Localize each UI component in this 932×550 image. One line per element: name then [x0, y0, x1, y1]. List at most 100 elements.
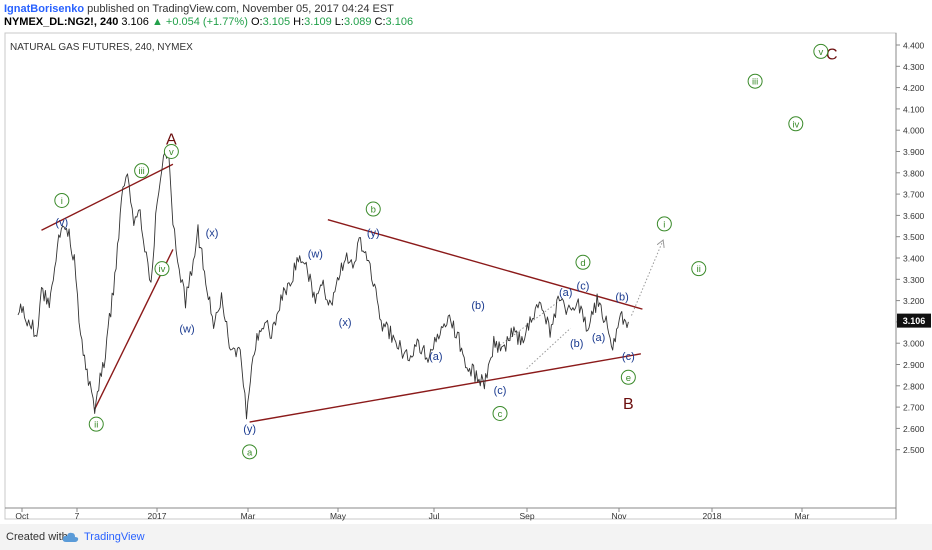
- wave-label-sub: (b): [471, 300, 484, 312]
- y-tick-label: 2.600: [903, 424, 925, 434]
- chart-background: [0, 30, 932, 524]
- wave-label-minor: b: [371, 205, 376, 216]
- current-price-label: 3.106: [903, 316, 926, 326]
- x-tick-label: Mar: [795, 511, 810, 521]
- open-value: 3.105: [262, 16, 291, 28]
- wave-label-minor: i: [663, 219, 665, 230]
- high-value: 3.109: [304, 16, 332, 28]
- wave-label-major: C: [826, 47, 838, 64]
- wave-label-minor: iii: [752, 77, 758, 88]
- y-tick-label: 2.500: [903, 445, 925, 455]
- wave-label-sub: (w): [179, 323, 194, 335]
- y-tick-label: 4.100: [903, 104, 925, 114]
- current-price-tag: [897, 313, 931, 328]
- wave-label-sub: (a): [592, 332, 605, 344]
- x-tick-label: 7: [75, 511, 80, 521]
- wave-label-ring: [134, 163, 150, 179]
- publication-header: IgnatBorisenko published on TradingView.…: [0, 0, 932, 30]
- price-series-layer: [17, 145, 629, 420]
- wave-label-minor: v: [818, 47, 823, 58]
- wave-label-sub: (y): [243, 423, 256, 435]
- y-tick-label: 3.300: [903, 275, 925, 285]
- wave-label-ring: [575, 254, 591, 270]
- wave-label-sub: (b): [570, 338, 583, 350]
- y-tick-label: 2.900: [903, 360, 925, 370]
- wave-label-sub: (x): [206, 227, 219, 239]
- wave-label-ring: [492, 405, 508, 421]
- projection-path: [526, 327, 571, 370]
- tradingview-brand-link[interactable]: TradingView: [84, 531, 145, 543]
- symbol-quote-line: NYMEX_DL:NG2!, 240 3.106 ▲ +0.054 (+1.77…: [4, 16, 413, 28]
- x-tick-label: May: [330, 511, 347, 521]
- publication-line: IgnatBorisenko published on TradingView.…: [4, 3, 394, 15]
- y-tick-label: 3.700: [903, 190, 925, 200]
- cloud-logo-icon: [62, 532, 79, 542]
- price-change: +0.054 (+1.77%): [165, 16, 248, 28]
- last-price: 3.106: [121, 16, 149, 28]
- y-tick-label: 2.800: [903, 381, 925, 391]
- y-tick-label: 2.700: [903, 403, 925, 413]
- x-tick-label: Sep: [519, 511, 534, 521]
- projection-arrow: [631, 241, 662, 316]
- wave-label-sub: (b): [615, 291, 628, 303]
- created-with-text: Created with: [6, 531, 68, 543]
- price-chart[interactable]: NATURAL GAS FUTURES, 240, NYMEX 4.400 4.3…: [0, 30, 932, 524]
- wave-label-ring: [54, 192, 70, 208]
- price-line: [17, 145, 629, 420]
- y-tick-label: 4.200: [903, 83, 925, 93]
- wave-label-ring: [365, 201, 381, 217]
- wave-label-ring: [242, 444, 258, 460]
- wave-label-minor: e: [626, 373, 631, 384]
- close-value: 3.106: [385, 16, 414, 28]
- wave-label-layer: ABCiiiiiiivv(v)(x)(w)(y)a(w)(x)(y)b(a)(b…: [54, 43, 838, 460]
- wave-label-ring: [813, 43, 829, 59]
- footer-bar: Created with TradingView: [0, 524, 932, 550]
- high-label: H:: [293, 16, 305, 28]
- wave-label-sub: (c): [494, 385, 507, 397]
- wave-label-ring: [154, 261, 170, 277]
- wave-label-ring: [88, 416, 104, 432]
- open-label: O:: [250, 16, 263, 28]
- wave-label-minor: iv: [159, 264, 166, 275]
- wave-label-minor: c: [498, 409, 503, 420]
- wave-label-ring: [656, 216, 672, 232]
- low-value: 3.089: [343, 16, 372, 28]
- wave-label-minor: ii: [697, 264, 701, 275]
- wave-label-sub: (a): [429, 351, 442, 363]
- time-axis[interactable]: Oct 7 2017 Mar May Jul Sep Nov 2018 Mar: [15, 508, 809, 521]
- wave-label-ring: [620, 369, 636, 385]
- trendline: [249, 353, 641, 423]
- trendline: [94, 249, 174, 410]
- wave-label-sub: (w): [308, 249, 323, 261]
- wave-label-sub: (a): [559, 287, 572, 299]
- wave-label-minor: d: [580, 258, 585, 269]
- symbol-label: NYMEX_DL:NG2!, 240: [4, 16, 119, 28]
- wave-label-minor: i: [61, 196, 63, 207]
- x-tick-label: Nov: [611, 511, 627, 521]
- trendline-layer: [41, 163, 643, 423]
- low-label: L:: [334, 16, 344, 28]
- wave-label-minor: v: [169, 147, 174, 158]
- wave-label-ring: [691, 261, 707, 277]
- wave-label-major: B: [623, 396, 634, 413]
- y-tick-label: 3.000: [903, 339, 925, 349]
- wave-label-sub: (c): [622, 351, 635, 363]
- y-tick-label: 3.200: [903, 296, 925, 306]
- y-tick-label: 3.800: [903, 168, 925, 178]
- wave-label-sub: (x): [339, 317, 352, 329]
- price-tag-layer: 3.106: [897, 313, 931, 328]
- y-tick-label: 3.400: [903, 254, 925, 264]
- wave-label-ring: [788, 116, 804, 132]
- wave-label-ring: [747, 73, 763, 89]
- trendline: [327, 218, 643, 310]
- x-tick-label: Mar: [241, 511, 256, 521]
- y-tick-label: 3.500: [903, 232, 925, 242]
- x-tick-label: Oct: [15, 511, 29, 521]
- x-tick-label: 2018: [703, 511, 722, 521]
- wave-label-sub: (v): [55, 217, 68, 229]
- wave-label-minor: iii: [138, 166, 144, 177]
- y-tick-label: 4.000: [903, 126, 925, 136]
- chart-title: NATURAL GAS FUTURES, 240, NYMEX: [10, 42, 193, 53]
- author-link[interactable]: IgnatBorisenko: [4, 3, 85, 15]
- wave-label-sub: (c): [577, 281, 590, 293]
